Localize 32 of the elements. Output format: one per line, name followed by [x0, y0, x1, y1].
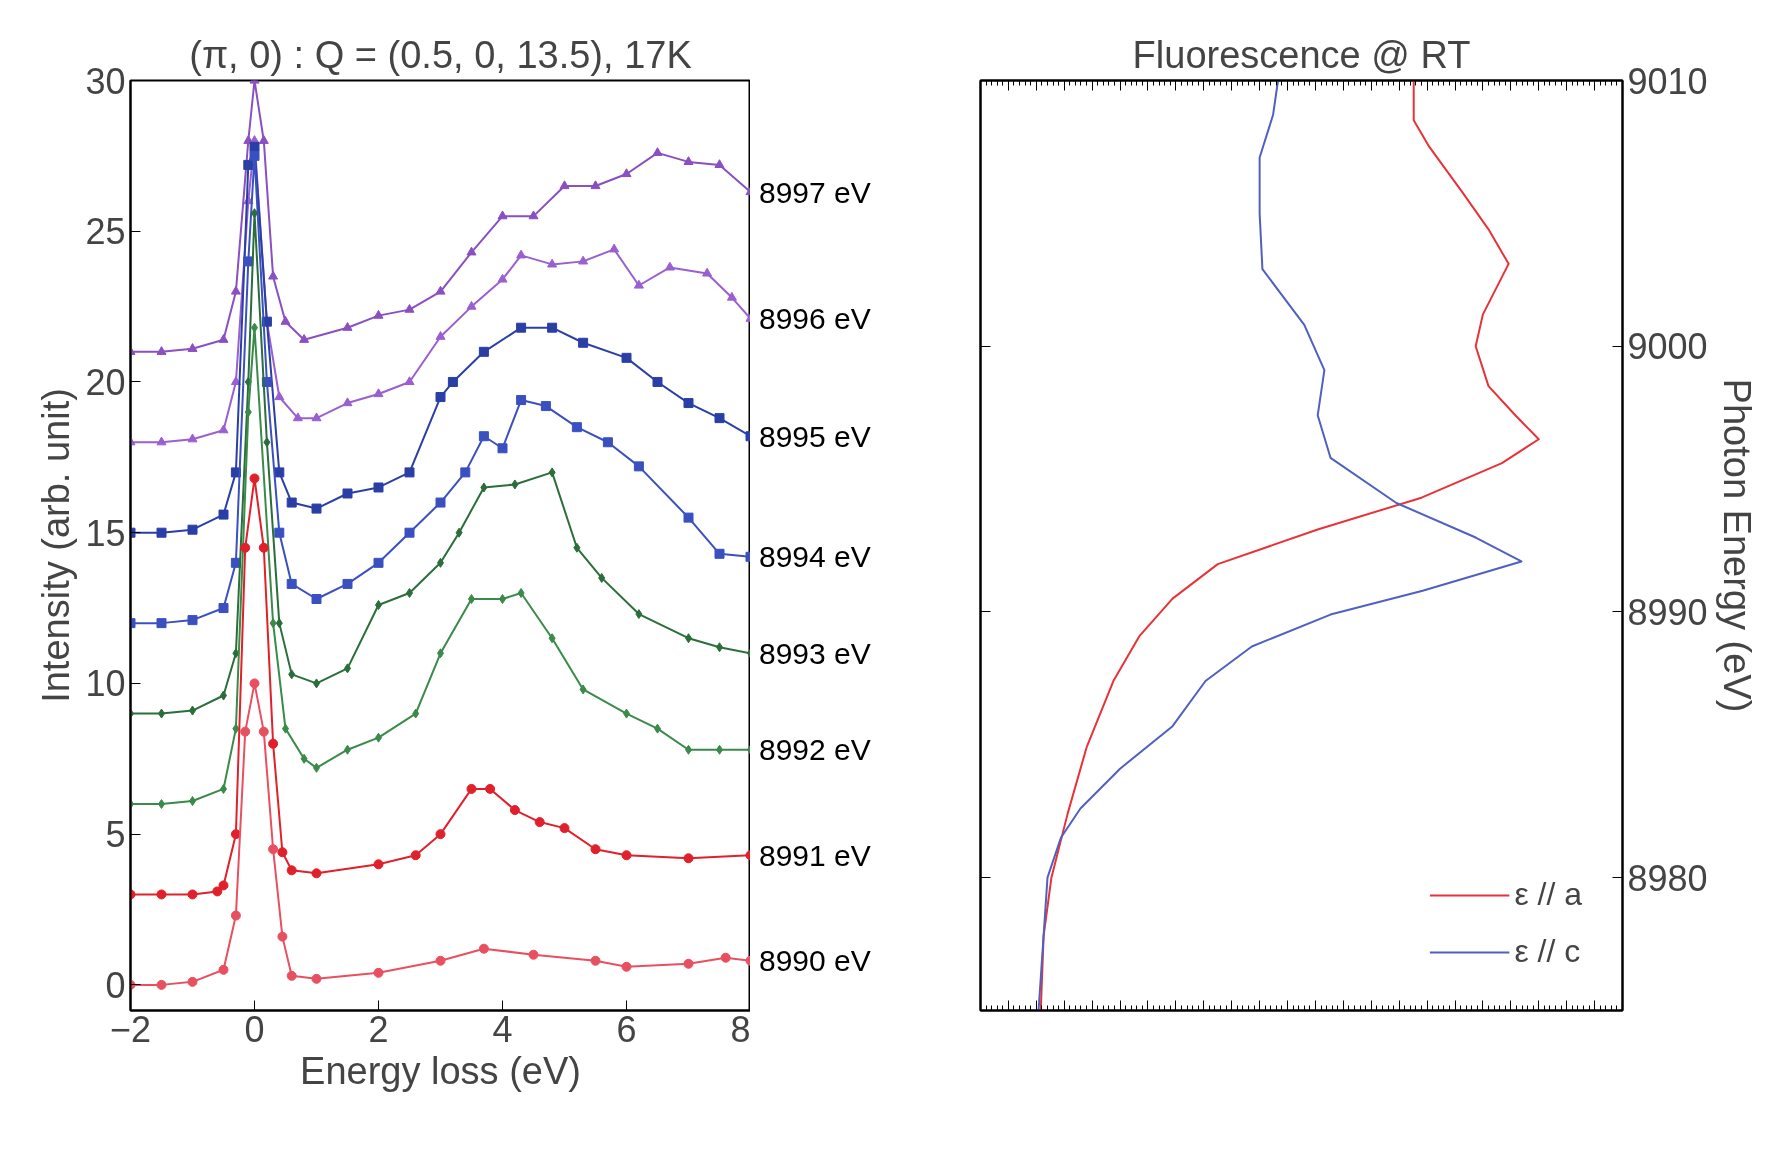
- y-axis-title: Photon Energy (eV): [1715, 378, 1758, 713]
- x-axis-title: Energy loss (eV): [300, 1049, 581, 1092]
- series-label: 8995 eV: [759, 419, 871, 453]
- x-tick-label: 6: [616, 1008, 637, 1050]
- y-tick-label: 5: [105, 814, 126, 856]
- y-tick-label: 25: [85, 211, 126, 253]
- y-tick-label: 9010: [1627, 60, 1708, 102]
- y-tick-label: 0: [105, 964, 126, 1006]
- x-tick-label: 0: [244, 1008, 265, 1050]
- legend-label: ε // c: [1514, 933, 1581, 970]
- y-tick-label: 30: [85, 60, 126, 102]
- series-label: 8990 eV: [759, 944, 871, 978]
- y-tick-label: 15: [85, 512, 126, 554]
- series-label: 8997 eV: [759, 175, 871, 209]
- series-label: 8994 eV: [759, 540, 871, 574]
- y-tick-label: 10: [85, 663, 126, 705]
- y-tick-label: 8990: [1627, 591, 1708, 633]
- series-label: 8993 eV: [759, 636, 871, 670]
- series-label: 8992 eV: [759, 733, 871, 767]
- legend-label: ε // a: [1514, 876, 1582, 913]
- y-tick-label: 8980: [1627, 857, 1708, 899]
- series-label: 8996 eV: [759, 302, 871, 336]
- x-tick-label: 2: [368, 1008, 389, 1050]
- x-tick-label: 8: [730, 1008, 751, 1050]
- x-tick-label: −2: [109, 1008, 152, 1050]
- y-axis-title: Intensity (arb. unit): [35, 388, 78, 703]
- chart-title: Fluorescence @ RT: [1132, 33, 1471, 76]
- x-tick-label: 4: [492, 1008, 513, 1050]
- chart-title: (π, 0) : Q = (0.5, 0, 13.5), 17K: [189, 33, 692, 76]
- series-label: 8991 eV: [759, 838, 871, 872]
- y-tick-label: 20: [85, 361, 126, 403]
- y-tick-label: 9000: [1627, 326, 1708, 368]
